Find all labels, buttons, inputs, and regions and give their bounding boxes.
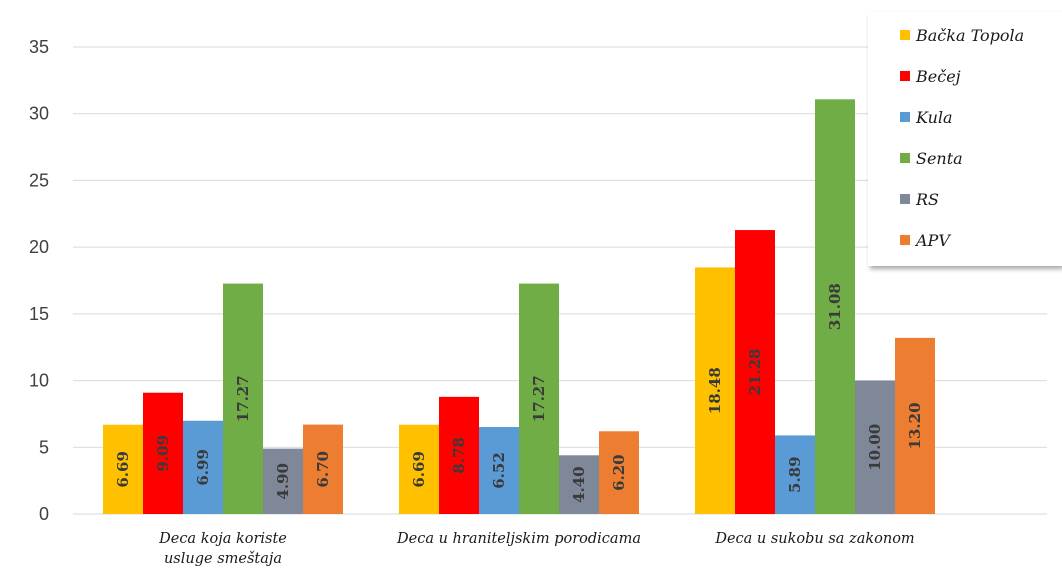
legend-box (868, 12, 1062, 266)
data-label: 21.28 (746, 349, 764, 396)
data-label: 6.20 (610, 454, 628, 491)
legend-label: Bačka Topola (915, 26, 1024, 45)
data-label: 17.27 (530, 375, 548, 422)
category-label: usluge smeštaja (164, 551, 282, 567)
legend-label: Bečej (915, 67, 961, 86)
chart-frame: 0 5 10 15 20 25 30 35 6.69 6.69 18.48 9.09 8.78 21.2… (7, 0, 1062, 575)
data-label: 6.69 (114, 451, 132, 488)
data-label: 4.40 (570, 466, 588, 503)
data-label: 4.90 (274, 463, 292, 500)
bars (103, 99, 935, 514)
y-tick-label: 10 (29, 371, 49, 391)
data-labels: 6.69 6.69 18.48 9.09 8.78 21.28 6.99 6.52 5.89 17… (114, 283, 924, 503)
data-label: 17.27 (234, 375, 252, 422)
y-tick-label: 15 (29, 304, 49, 324)
bar-chart: 0 5 10 15 20 25 30 35 6.69 6.69 18.48 9.09 8.78 21.2… (29, 12, 1062, 567)
data-label: 6.99 (194, 449, 212, 486)
bar (479, 427, 519, 514)
bar (695, 267, 735, 514)
legend-swatch (900, 30, 910, 40)
y-axis: 0 5 10 15 20 25 30 35 (29, 37, 49, 524)
data-label: 8.78 (450, 437, 468, 474)
y-tick-label: 25 (29, 170, 49, 190)
x-axis: Deca koja koriste usluge smeštaja Deca u h… (158, 531, 915, 567)
data-label: 9.09 (154, 435, 172, 472)
data-label: 6.69 (410, 451, 428, 488)
data-label: 31.08 (826, 283, 844, 330)
legend-swatch (900, 71, 910, 81)
bar (439, 396, 479, 514)
bar (775, 435, 815, 514)
y-tick-label: 5 (39, 437, 49, 457)
bar (559, 455, 599, 514)
bar (183, 420, 223, 514)
bar (303, 424, 343, 514)
y-tick-label: 20 (29, 237, 49, 257)
legend-label: Kula (915, 108, 953, 127)
category-label: Deca u sukobu sa zakonom (714, 531, 914, 547)
y-tick-label: 0 (39, 504, 49, 524)
bar (735, 230, 775, 514)
bar (143, 392, 183, 514)
legend-swatch (900, 235, 910, 245)
y-tick-label: 30 (29, 104, 49, 124)
category-label: Deca u hraniteljskim porodicama (396, 531, 641, 547)
data-label: 10.00 (866, 424, 884, 471)
data-label: 6.70 (314, 451, 332, 488)
bar (263, 448, 303, 514)
data-label: 6.52 (490, 452, 508, 489)
bar (855, 380, 895, 514)
legend-swatch (900, 112, 910, 122)
data-label: 5.89 (786, 456, 804, 493)
bar (223, 283, 263, 514)
category-label: Deca koja koriste (158, 531, 287, 547)
bar (399, 424, 439, 514)
bar (599, 431, 639, 514)
bar (103, 424, 143, 514)
legend-swatch (900, 153, 910, 163)
bar (895, 337, 935, 514)
bar (519, 283, 559, 514)
legend-label: RS (915, 190, 939, 209)
data-label: 18.48 (706, 367, 724, 414)
legend-label: APV (914, 231, 951, 250)
data-label: 13.20 (906, 402, 924, 449)
legend-label: Senta (916, 149, 963, 168)
bar (815, 99, 855, 514)
legend: Bačka Topola Bečej Kula Senta RS APV (868, 12, 1062, 266)
y-tick-label: 35 (29, 37, 49, 57)
legend-swatch (900, 194, 910, 204)
